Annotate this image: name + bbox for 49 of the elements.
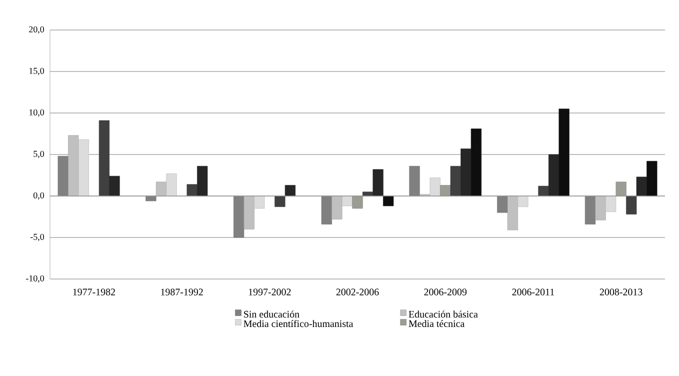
y-tick-label: 5,0 [34,150,44,158]
bar [518,196,528,207]
x-tick-label: 2006-2011 [512,288,554,296]
bar [109,176,120,196]
bar [234,196,244,238]
bar [78,139,89,196]
legend-label: Educación básica [408,310,478,318]
bar [146,196,156,202]
x-tick-label: 1987-1992 [161,288,203,296]
x-tick-label: 2006-2009 [424,288,467,296]
y-tick-label: 0,0 [33,192,44,200]
bar [430,178,440,196]
x-tick-label: 1977-1982 [73,288,115,296]
bar [254,196,265,209]
legend-label: Sin educación [244,310,300,318]
x-tick-label: 2008-2013 [600,288,642,296]
bar [626,196,637,214]
bar [58,156,68,196]
bar [372,169,384,196]
bar [497,196,508,213]
bar [197,166,208,196]
bar [409,166,420,196]
bar [98,120,110,196]
x-tick-label: 2002-2006 [336,288,379,296]
bar [470,128,482,196]
x-tick-label: 1997-2002 [248,288,291,296]
y-tick-label: -10,0 [26,275,44,283]
y-tick-label: 15,0 [29,68,44,76]
bar [606,196,616,212]
bar [584,196,596,224]
bar [321,196,332,224]
bar [558,108,570,196]
bar [636,176,647,196]
bar [646,160,658,196]
bar [450,166,461,196]
bar [548,154,560,196]
y-tick-label: 10,0 [29,109,44,117]
bar [166,173,177,196]
bar [342,196,353,206]
y-tick-label: 20,0 [29,26,44,34]
legend-label: Media técnica [408,320,465,328]
bar [383,196,394,206]
bar [284,185,296,196]
y-tick-label: -5,0 [30,234,44,242]
bar [538,186,549,196]
bar [186,184,198,196]
legend-label: Media científico-humanista [244,320,354,328]
bar [274,196,286,207]
bar [460,148,472,196]
